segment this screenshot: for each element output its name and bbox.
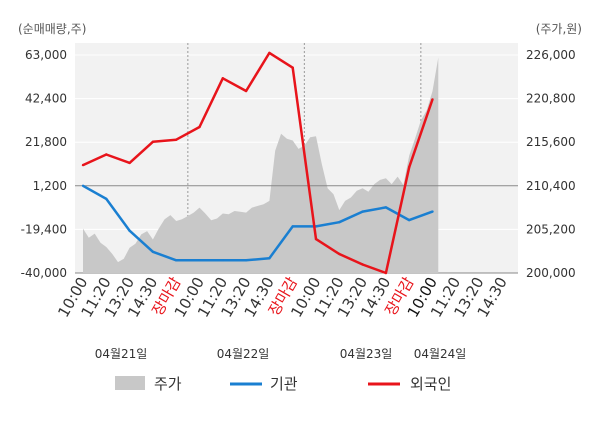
series-point-1 xyxy=(175,138,178,141)
legend-label-price: 주가 xyxy=(154,375,182,393)
price-area-layer xyxy=(83,57,439,273)
series-point-0 xyxy=(105,197,108,201)
series-point-0 xyxy=(408,218,411,222)
series-point-1 xyxy=(128,161,131,165)
series-point-1 xyxy=(384,271,388,275)
left-tick-label: -40,000 xyxy=(21,266,67,280)
series-point-1 xyxy=(361,263,364,266)
series-point-0 xyxy=(384,206,388,209)
right-tick-label: 226,000 xyxy=(526,48,576,62)
series-point-1 xyxy=(291,66,294,69)
legend: 주가 기관 외국인 xyxy=(115,375,451,393)
series-point-1 xyxy=(105,153,108,156)
series-point-1 xyxy=(198,125,201,129)
left-axis-ticks: 63,000 42,400 21,800 1,200 -19,400 -40,000 xyxy=(21,48,67,280)
series-point-0 xyxy=(151,250,155,253)
series-point-1 xyxy=(151,140,155,143)
series-line-1 xyxy=(82,51,434,275)
series-point-0 xyxy=(244,259,248,262)
left-tick-label: 63,000 xyxy=(25,48,67,62)
date-label: 04월23일 xyxy=(340,347,393,361)
left-tick-label: 1,200 xyxy=(33,179,67,193)
series-point-1 xyxy=(81,163,85,167)
series-point-0 xyxy=(81,184,85,187)
series-point-1 xyxy=(338,252,341,256)
series-point-0 xyxy=(268,257,271,260)
series-point-1 xyxy=(314,237,318,241)
series-point-0 xyxy=(221,259,224,262)
series-point-0 xyxy=(128,229,131,232)
right-tick-label: 200,000 xyxy=(526,266,576,280)
series-point-0 xyxy=(291,225,294,228)
series-point-0 xyxy=(198,259,201,262)
series-point-1 xyxy=(221,77,224,80)
series-point-1 xyxy=(408,166,411,169)
legend-item-foreigner: 외국인 xyxy=(368,375,451,393)
series-line-0 xyxy=(82,184,433,262)
series-point-0 xyxy=(338,221,341,224)
right-tick-label: 215,600 xyxy=(526,135,576,149)
left-tick-label: -19,400 xyxy=(21,222,67,236)
legend-item-institution: 기관 xyxy=(230,375,298,393)
right-tick-label: 210,400 xyxy=(526,179,576,193)
legend-label-foreigner: 외국인 xyxy=(410,375,451,393)
series-lines-layer xyxy=(81,51,434,275)
series-point-1 xyxy=(244,89,248,93)
date-label: 04월22일 xyxy=(217,347,270,361)
series-point-0 xyxy=(361,210,364,213)
series-point-1 xyxy=(431,98,434,101)
series-point-1 xyxy=(268,51,271,55)
right-axis-unit: (주가,원) xyxy=(536,22,582,36)
date-label: 04월21일 xyxy=(95,347,148,361)
left-axis-unit: (순매매량,주) xyxy=(18,22,86,36)
left-tick-label: 42,400 xyxy=(25,92,67,106)
right-tick-label: 205,200 xyxy=(526,222,576,236)
legend-swatch-price xyxy=(115,376,145,390)
series-point-0 xyxy=(431,210,434,213)
left-tick-label: 21,800 xyxy=(25,135,67,149)
legend-item-price: 주가 xyxy=(115,375,182,393)
right-tick-label: 220,800 xyxy=(526,92,576,106)
right-axis-ticks: 226,000 220,800 215,600 210,400 205,200 200,0… xyxy=(526,48,576,280)
date-label: 04월24일 xyxy=(414,347,467,361)
legend-label-institution: 기관 xyxy=(270,375,298,393)
date-labels: 04월21일 04월22일 04월23일 04월24일 xyxy=(95,347,467,361)
price-area xyxy=(83,57,439,273)
series-point-0 xyxy=(175,259,178,262)
x-axis-ticks: 10:0011:2013:2014:30장마감10:0011:2013:2014… xyxy=(54,274,511,321)
